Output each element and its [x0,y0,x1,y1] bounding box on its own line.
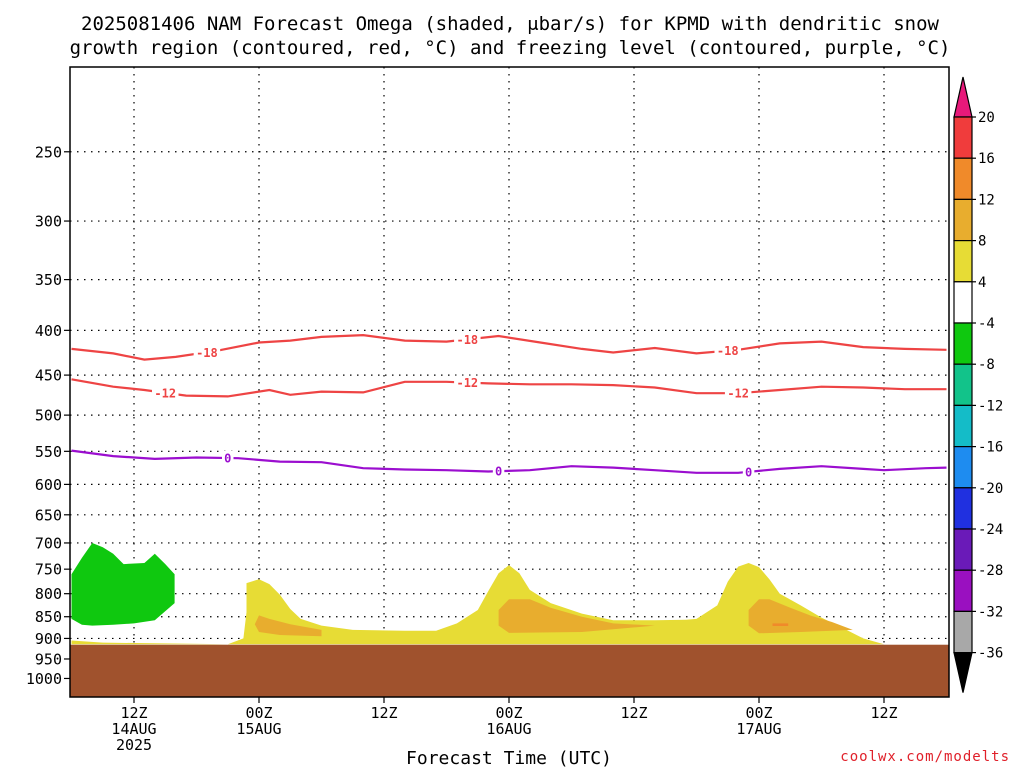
contour-label-bg [492,464,505,479]
ground-level-mask [70,644,949,697]
x-tick-label: 00Z [245,704,272,722]
colorbar-label: -16 [978,440,1003,456]
colorbar-swatch [953,157,973,200]
contour-label: -18 [456,333,478,347]
x-tick-label: 2025 [116,736,152,754]
contour-label-bg [454,375,481,390]
y-tick-label: 900 [35,630,62,648]
y-axis: 250 300 350 400 450 500 550 600 650 700 750 800 850 9… [26,143,70,688]
y-tick-label: 1000 [26,670,62,688]
colorbar-label: 8 [978,234,986,250]
y-tick-label: 750 [35,561,62,579]
omega-region [71,543,175,626]
contour-label-bg [152,385,179,400]
colorbar-swatch [953,198,973,242]
chart-title: 2025081406 NAM Forecast Omega (shaded, μ… [81,13,939,35]
colorbar-top-arrow [953,76,973,118]
contour-label: -18 [717,344,739,358]
contour-label: -18 [196,346,218,360]
y-tick-label: 850 [35,608,62,626]
y-tick-label: 400 [35,322,62,340]
x-tick-label: 12Z [370,704,397,722]
x-axis-label: Forecast Time (UTC) [406,748,612,768]
colorbar-label: -12 [978,398,1003,414]
contour-label: 0 [224,452,231,466]
contour-line [71,449,947,474]
contour-label-bg [742,464,755,479]
colorbar-label: -24 [978,522,1003,538]
colorbar-label: -4 [978,316,995,332]
contour-label: -12 [154,386,176,400]
colorbar-bottom-arrow [953,651,973,693]
colorbar-label: -36 [978,646,1003,662]
colorbar-label: -8 [978,357,995,373]
y-tick-label: 600 [35,476,62,494]
contour-line [71,378,947,398]
x-tick-label: 15AUG [236,720,281,738]
y-tick-label: 500 [35,407,62,425]
y-tick-label: 550 [35,443,62,461]
y-tick-label: 800 [35,585,62,603]
credit-text: coolwx.com/modelts [840,749,1010,765]
x-tick-label: 12Z [120,704,147,722]
x-tick-label: 00Z [495,704,522,722]
y-tick-label: 350 [35,271,62,289]
colorbar-swatch [953,240,973,283]
omega-region [772,623,789,626]
contour-label-bg [724,386,752,401]
x-tick-label: 14AUG [111,720,156,738]
x-tick-label: 12Z [620,704,647,722]
colorbar-swatch [953,363,973,407]
grid [70,67,949,697]
omega-shading [71,543,884,645]
colorbar-label: 20 [978,110,995,126]
y-tick-label: 700 [35,534,62,552]
contour-label-bg [222,451,234,466]
contours: -18 -18 -18 -12 -12 -12 0 0 0 [71,332,947,479]
x-tick-label: 00Z [745,704,772,722]
colorbar-swatch [953,404,973,448]
x-tick-label: 17AUG [736,720,781,738]
colorbar-swatch [953,116,973,159]
contour-label: -12 [727,387,749,401]
contour-label-bg [714,343,741,358]
colorbar: 20 16 12 8 4 -4 -8 -12 -16 -20 -24 -28 -32 -36 [953,76,1003,693]
y-tick-label: 650 [35,506,62,524]
chart-subtitle: growth region (contoured, red, °C) and f… [70,37,951,59]
colorbar-swatch [953,610,973,654]
colorbar-swatch [953,281,973,324]
colorbar-swatch [953,322,973,365]
colorbar-swatch [953,569,973,613]
omega-region [254,615,322,637]
contour-label: -12 [456,376,478,390]
colorbar-label: 16 [978,151,995,167]
colorbar-label: -32 [978,604,1003,620]
contour-label-bg [454,332,481,347]
omega-region [748,599,853,634]
colorbar-label: -28 [978,563,1003,579]
y-tick-label: 300 [35,213,62,231]
colorbar-swatch [953,528,973,571]
colorbar-label: 4 [978,275,986,291]
colorbar-label: -20 [978,481,1003,497]
colorbar-swatch [953,487,973,530]
y-tick-label: 950 [35,650,62,668]
colorbar-swatch [953,446,973,489]
y-tick-label: 450 [35,367,62,385]
x-tick-label: 16AUG [486,720,531,738]
contour-label: 0 [495,465,502,479]
x-tick-label: 12Z [870,704,897,722]
omega-region [498,599,655,633]
contour-label-bg [193,345,221,360]
colorbar-label: 12 [978,192,995,208]
contour-label: 0 [745,465,752,479]
y-tick-label: 250 [35,143,62,161]
